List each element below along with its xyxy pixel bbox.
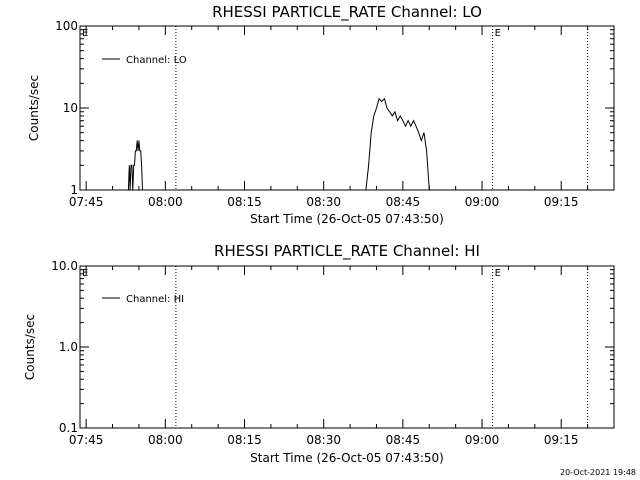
corner-label: E: [82, 28, 88, 39]
x-tick-label: 09:15: [544, 195, 579, 209]
lo-channel-panel: RHESSI PARTICLE_RATE Channel: LO 1 10 100 07…: [27, 3, 615, 226]
x-tick-label: 08:30: [306, 433, 341, 447]
x-axis-label: Start Time (26-Oct-05 07:43:50): [250, 451, 444, 465]
chart-title: RHESSI PARTICLE_RATE Channel: HI: [214, 242, 480, 261]
corner-label: E: [82, 268, 88, 279]
x-axis-label: Start Time (26-Oct-05 07:43:50): [250, 212, 444, 226]
x-tick-label: 09:00: [465, 433, 500, 447]
y-tick-label: 0.1: [59, 421, 78, 435]
event-marker-label: E: [495, 28, 501, 39]
x-tick-label: 08:45: [386, 195, 421, 209]
x-tick-label: 09:00: [465, 195, 500, 209]
x-tick-label: 08:15: [227, 195, 262, 209]
chart-title: RHESSI PARTICLE_RATE Channel: LO: [212, 3, 482, 22]
x-tick-label: 07:45: [69, 433, 104, 447]
series-line-channel-lo: [127, 97, 430, 191]
x-tick-label: 08:00: [148, 433, 183, 447]
hi-channel-panel: RHESSI PARTICLE_RATE Channel: HI 0.1 1.0 10…: [23, 242, 615, 465]
footer-timestamp: 20-Oct-2021 19:48: [560, 468, 636, 477]
x-tick-label: 08:15: [227, 433, 262, 447]
y-tick-label: 1.0: [59, 340, 78, 354]
y-axis-label: Counts/sec: [27, 75, 41, 141]
y-tick-label: 1: [70, 183, 78, 197]
y-tick-label: 10.0: [51, 259, 78, 273]
x-tick-label: 08:30: [306, 195, 341, 209]
y-axis-label: Counts/sec: [23, 314, 37, 380]
y-tick-label: 100: [55, 19, 78, 33]
y-tick-label: 10: [63, 101, 78, 115]
event-marker-label: E: [495, 268, 501, 279]
x-tick-label: 08:00: [148, 195, 183, 209]
legend-entry: Channel: HI: [126, 294, 184, 305]
x-tick-label: 08:45: [386, 433, 421, 447]
x-tick-label: 07:45: [69, 195, 104, 209]
legend-entry: Channel: LO: [126, 55, 187, 66]
x-tick-label: 09:15: [544, 433, 579, 447]
